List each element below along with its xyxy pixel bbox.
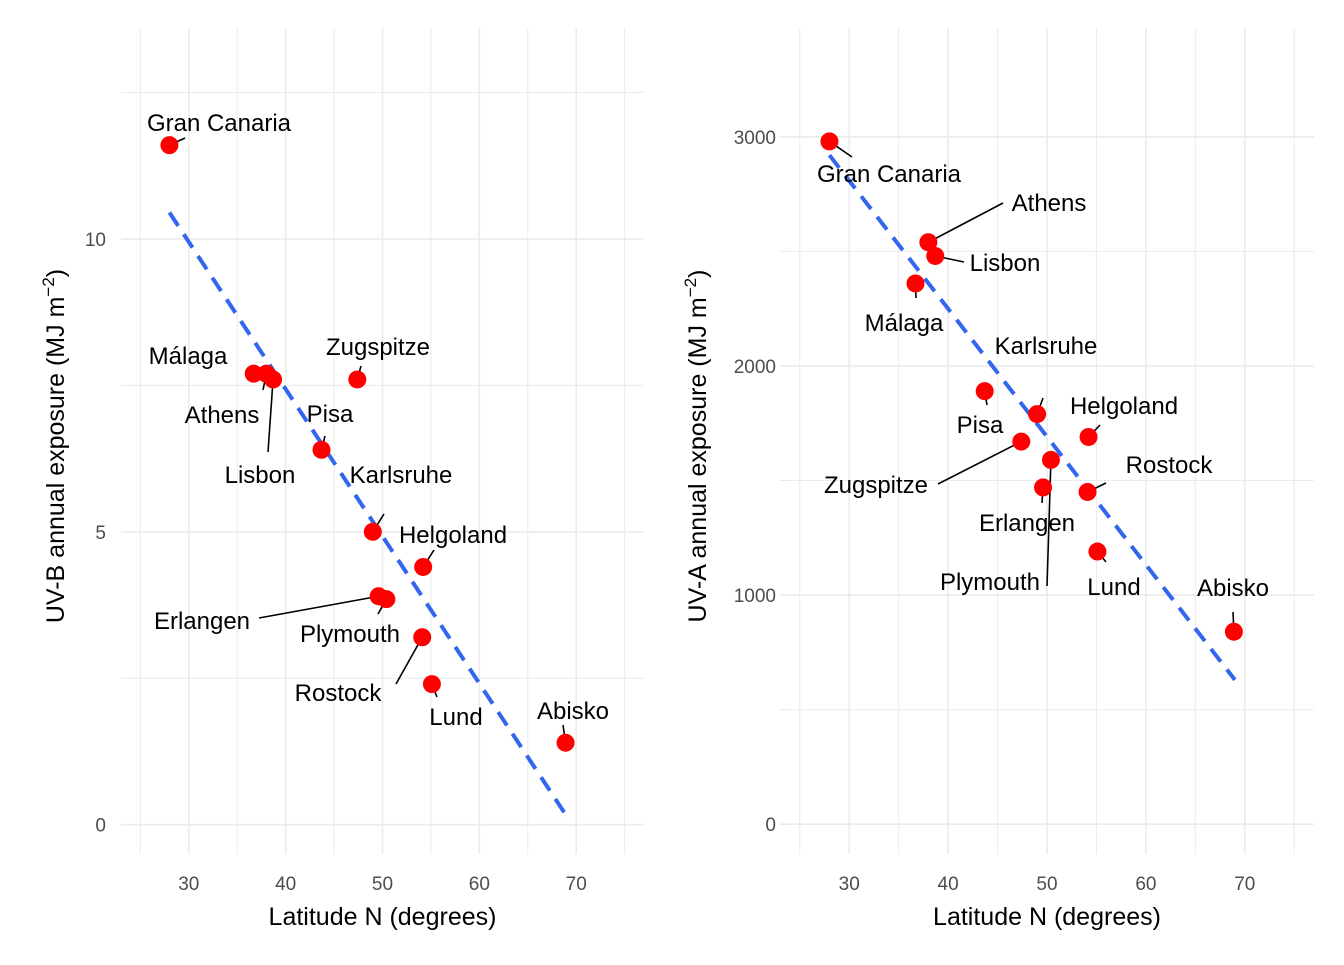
point-label: Lund bbox=[429, 704, 482, 731]
panel-1: 30 40 50 60 70 0 5 10 Gran Canaria Málaga Athens Li… bbox=[39, 28, 644, 931]
x-tick-label: 60 bbox=[1135, 874, 1156, 895]
point-label: Abisko bbox=[1197, 575, 1269, 602]
point-label: Athens bbox=[1012, 190, 1087, 217]
data-point bbox=[1088, 542, 1107, 561]
trend-line bbox=[827, 153, 1237, 682]
y-tick-label: 10 bbox=[85, 230, 106, 251]
data-point bbox=[160, 136, 179, 155]
data-point bbox=[1034, 478, 1053, 497]
point-label: Karlsruhe bbox=[350, 462, 453, 489]
x-tick-label: 40 bbox=[938, 874, 959, 895]
data-point bbox=[1012, 432, 1031, 451]
trend-line bbox=[167, 211, 569, 818]
data-point bbox=[377, 590, 396, 609]
data-point bbox=[413, 628, 432, 647]
y-tick-label: 3000 bbox=[734, 128, 776, 149]
label-leader-line bbox=[267, 379, 274, 453]
point-label: Lisbon bbox=[225, 462, 296, 489]
x-tick-label: 70 bbox=[566, 874, 587, 895]
data-point bbox=[312, 440, 331, 459]
point-label: Lund bbox=[1087, 574, 1140, 601]
data-point bbox=[1041, 450, 1060, 469]
data-point bbox=[363, 522, 382, 541]
y-tick-label: 2000 bbox=[734, 357, 776, 378]
data-point bbox=[348, 370, 367, 389]
point-label: Plymouth bbox=[300, 621, 400, 648]
data-point bbox=[414, 557, 433, 576]
panel-2: 30 40 50 60 70 0 1000 2000 3000 Gran Canaria Athen… bbox=[681, 28, 1314, 931]
point-label: Abisko bbox=[537, 698, 609, 725]
data-point bbox=[556, 733, 575, 752]
point-label: Helgoland bbox=[399, 522, 507, 549]
x-tick-label: 30 bbox=[178, 874, 199, 895]
y-tick-label: 5 bbox=[95, 523, 106, 544]
data-point bbox=[1028, 405, 1047, 424]
point-label: Rostock bbox=[295, 680, 383, 707]
x-tick-label: 50 bbox=[372, 874, 393, 895]
x-tick-label: 40 bbox=[275, 874, 296, 895]
label-leader-line bbox=[927, 202, 1004, 243]
data-point bbox=[1079, 427, 1098, 446]
data-point bbox=[264, 370, 283, 389]
point-label: Erlangen bbox=[154, 608, 250, 635]
y-axis-title: UV-B annual exposure (MJ m−2) bbox=[39, 269, 70, 623]
data-point bbox=[919, 233, 938, 252]
x-tick-label: 50 bbox=[1036, 874, 1057, 895]
x-axis-title: Latitude N (degrees) bbox=[269, 903, 497, 931]
point-label: Zugspitze bbox=[326, 334, 430, 361]
point-label: Helgoland bbox=[1070, 393, 1178, 420]
data-point bbox=[244, 364, 263, 383]
point-label: Zugspitze bbox=[824, 472, 928, 499]
x-tick-label: 60 bbox=[469, 874, 490, 895]
point-label: Málaga bbox=[149, 343, 228, 370]
data-point bbox=[1224, 622, 1243, 641]
label-leader-line bbox=[1046, 459, 1052, 587]
data-point bbox=[422, 675, 441, 694]
point-label: Erlangen bbox=[979, 510, 1075, 537]
y-axis-title: UV-A annual exposure (MJ m−2) bbox=[681, 270, 712, 623]
x-tick-label: 70 bbox=[1234, 874, 1255, 895]
y-tick-label: 0 bbox=[95, 816, 106, 837]
x-axis-title: Latitude N (degrees) bbox=[933, 903, 1161, 931]
point-label: Lisbon bbox=[970, 250, 1041, 277]
point-label: Athens bbox=[185, 402, 260, 429]
y-tick-label: 1000 bbox=[734, 586, 776, 607]
data-point bbox=[975, 382, 994, 401]
label-leader-line bbox=[937, 440, 1022, 485]
data-point bbox=[926, 246, 945, 265]
point-label: Pisa bbox=[307, 401, 354, 428]
point-label: Gran Canaria bbox=[817, 161, 962, 188]
data-point bbox=[1078, 482, 1097, 501]
point-label: Karlsruhe bbox=[995, 333, 1098, 360]
point-label: Málaga bbox=[865, 310, 944, 337]
point-label: Gran Canaria bbox=[147, 110, 292, 137]
point-label: Plymouth bbox=[940, 569, 1040, 596]
point-label: Pisa bbox=[957, 412, 1004, 439]
data-point bbox=[906, 274, 925, 293]
label-leader-line bbox=[258, 595, 379, 619]
data-point bbox=[820, 132, 839, 151]
x-tick-label: 30 bbox=[839, 874, 860, 895]
y-tick-label: 0 bbox=[765, 815, 776, 836]
point-label: Rostock bbox=[1126, 452, 1214, 479]
